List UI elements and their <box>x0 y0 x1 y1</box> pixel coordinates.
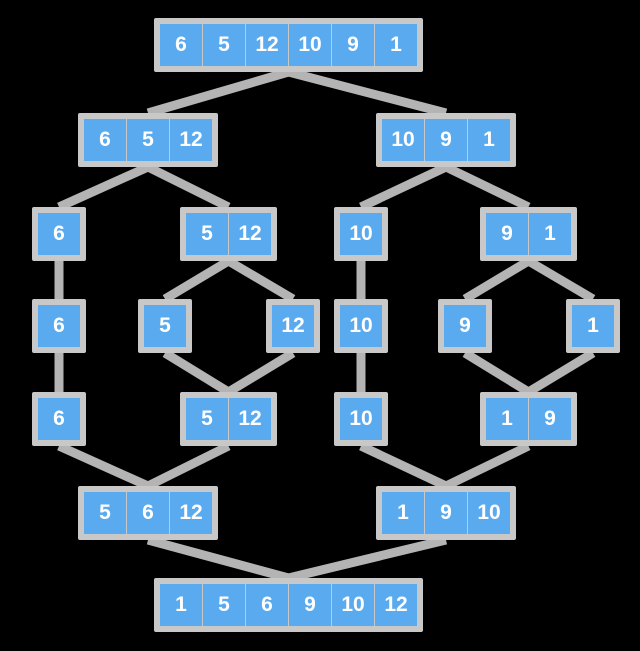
edge-leaf-1-to-merge-1-9 <box>526 349 596 396</box>
array-cell: 1 <box>382 492 424 534</box>
node-split-left: 6 5 12 <box>78 113 218 167</box>
array-cell: 12 <box>272 305 314 347</box>
array-cell: 9 <box>425 492 467 534</box>
array-cell: 6 <box>127 492 169 534</box>
edge-merge-1-9-to-merge-1-9-10 <box>444 441 531 491</box>
edge-split-5-12-to-leaf-5 <box>162 257 231 303</box>
array-cell: 12 <box>229 213 271 255</box>
array-cell: 9 <box>486 213 528 255</box>
edge-merge-5-12-to-merge-5-6-12 <box>145 441 231 491</box>
array-cell: 6 <box>160 24 202 66</box>
edge-split-left-to-split-6 <box>57 162 150 212</box>
array-cell: 6 <box>246 584 288 626</box>
edge-split-9-1-to-leaf-9 <box>462 257 531 303</box>
edge-root-to-split-right <box>287 67 448 118</box>
array-cell: 10 <box>382 119 424 161</box>
node-leaf-9: 9 <box>438 299 492 353</box>
array-cell: 6 <box>38 398 80 440</box>
node-leaf-5: 5 <box>138 299 192 353</box>
array-cell: 1 <box>375 24 417 66</box>
array-cell: 10 <box>468 492 510 534</box>
array-cell: 10 <box>340 398 382 440</box>
node-merge-5-12: 5 12 <box>180 392 277 446</box>
node-sorted: 1 5 6 9 10 12 <box>154 578 423 632</box>
node-split-right: 10 9 1 <box>376 113 516 167</box>
node-leaf-6: 6 <box>32 299 86 353</box>
edge-split-left-to-split-5-12 <box>145 162 231 212</box>
edge-merge-5-6-12-to-sorted <box>146 535 290 583</box>
array-cell: 6 <box>38 305 80 347</box>
node-merge-10: 10 <box>334 392 388 446</box>
array-cell: 9 <box>289 584 331 626</box>
node-leaf-10: 10 <box>334 299 388 353</box>
array-cell: 12 <box>170 492 212 534</box>
node-merge-6: 6 <box>32 392 86 446</box>
array-cell: 12 <box>246 24 288 66</box>
edge-leaf-5-to-merge-5-12 <box>162 349 231 396</box>
edge-merge-10-to-merge-1-9-10 <box>359 441 448 491</box>
node-merge-1-9-10: 1 9 10 <box>376 486 516 540</box>
array-cell: 12 <box>170 119 212 161</box>
array-cell: 9 <box>444 305 486 347</box>
array-cell: 9 <box>332 24 374 66</box>
array-cell: 6 <box>38 213 80 255</box>
edge-merge-6-to-merge-5-6-12 <box>57 441 150 491</box>
array-cell: 12 <box>375 584 417 626</box>
array-cell: 9 <box>425 119 467 161</box>
array-cell: 1 <box>468 119 510 161</box>
array-cell: 12 <box>229 398 271 440</box>
edge-split-right-to-split-9-1 <box>444 162 531 212</box>
node-root: 6 5 12 10 9 1 <box>154 18 423 72</box>
edge-split-9-1-to-leaf-1 <box>526 257 596 303</box>
node-split-6: 6 <box>32 207 86 261</box>
node-leaf-1: 1 <box>566 299 620 353</box>
array-cell: 5 <box>203 24 245 66</box>
array-cell: 5 <box>203 584 245 626</box>
array-cell: 1 <box>529 213 571 255</box>
edge-split-5-12-to-leaf-12 <box>226 257 296 303</box>
edge-split-right-to-split-10 <box>359 162 448 212</box>
array-cell: 10 <box>332 584 374 626</box>
array-cell: 1 <box>572 305 614 347</box>
array-cell: 10 <box>340 305 382 347</box>
edge-root-to-split-left <box>146 67 290 118</box>
node-split-5-12: 5 12 <box>180 207 277 261</box>
node-leaf-12: 12 <box>266 299 320 353</box>
array-cell: 6 <box>84 119 126 161</box>
array-cell: 5 <box>84 492 126 534</box>
node-split-10: 10 <box>334 207 388 261</box>
array-cell: 5 <box>186 213 228 255</box>
node-merge-5-6-12: 5 6 12 <box>78 486 218 540</box>
edge-leaf-12-to-merge-5-12 <box>226 349 296 396</box>
array-cell: 5 <box>186 398 228 440</box>
array-cell: 1 <box>160 584 202 626</box>
array-cell: 5 <box>127 119 169 161</box>
array-cell: 10 <box>289 24 331 66</box>
array-cell: 10 <box>340 213 382 255</box>
array-cell: 5 <box>144 305 186 347</box>
edge-merge-1-9-10-to-sorted <box>287 535 448 583</box>
array-cell: 1 <box>486 398 528 440</box>
array-cell: 9 <box>529 398 571 440</box>
edge-leaf-9-to-merge-1-9 <box>462 349 531 396</box>
